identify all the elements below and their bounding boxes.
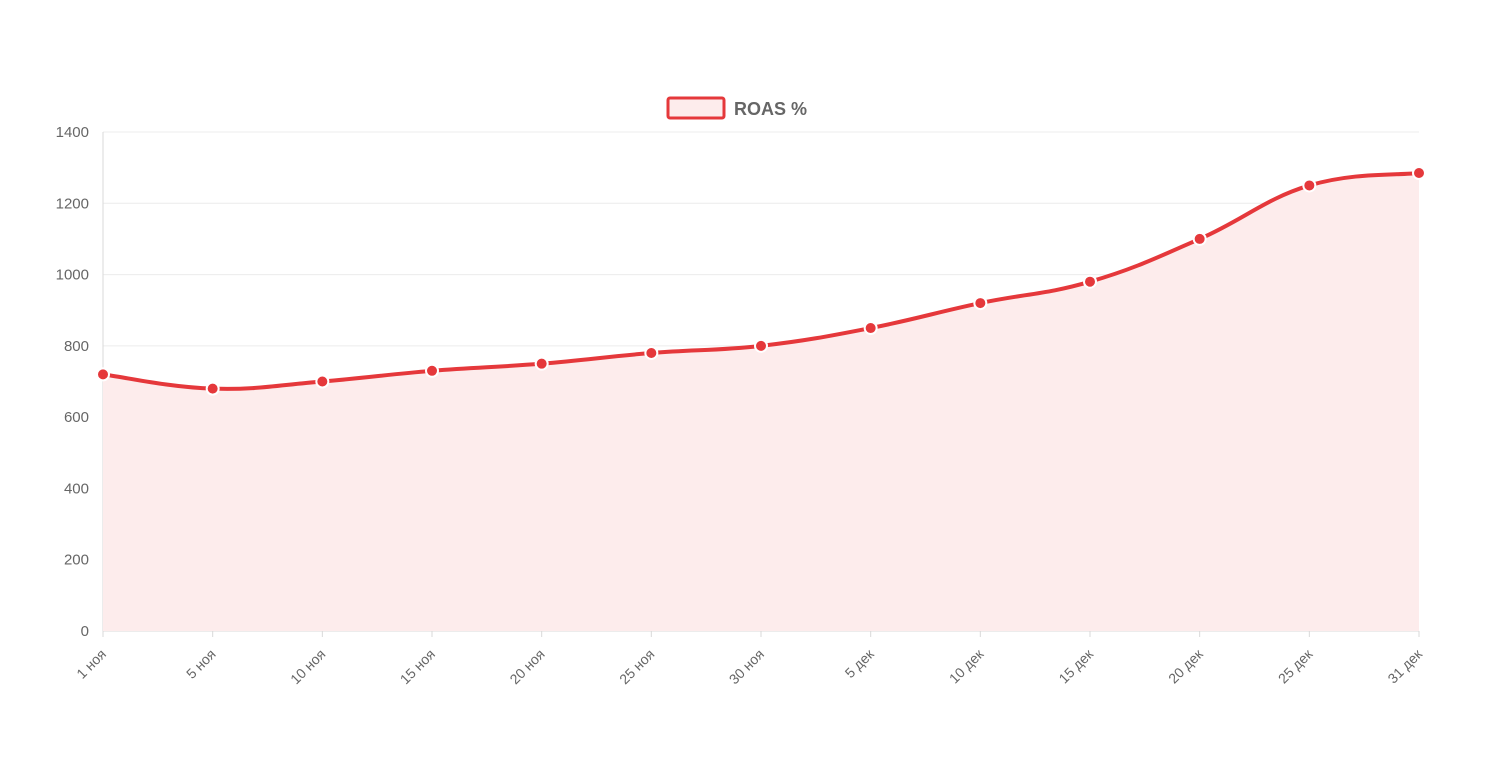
data-point-1[interactable] [205,381,220,396]
x-tick-label: 25 ноя [616,646,657,687]
x-tick-label: 5 ноя [183,646,219,682]
data-point-6[interactable] [754,338,768,353]
data-point-4[interactable] [534,356,549,371]
y-tick-label: 1400 [56,124,89,141]
legend-swatch[interactable] [666,96,726,120]
data-point-3[interactable] [425,363,439,378]
data-point-9[interactable] [1083,274,1097,289]
x-tick-label: 31 дек [1384,645,1425,686]
y-tick-label: 200 [64,552,89,569]
x-axis-ticks: 1 ноя 5 ноя 10 ноя 15 ноя 20 ноя 25 ноя 30 ноя… [73,631,1426,687]
x-tick-label: 15 дек [1055,645,1096,686]
x-tick-label: 30 ноя [726,646,767,687]
y-tick-label: 400 [64,480,89,497]
data-point-11[interactable] [1302,178,1317,193]
y-tick-label: 1200 [56,195,89,212]
data-point-2[interactable] [315,374,330,389]
y-tick-label: 600 [64,409,89,426]
chart-legend[interactable]: ROAS % [666,96,807,120]
y-tick-label: 0 [81,623,89,640]
y-axis-ticks: 0 200 400 600 800 1000 1200 1400 [56,124,89,640]
data-point-0[interactable] [96,367,110,382]
x-tick-label: 10 ноя [287,646,328,687]
x-tick-label: 20 дек [1165,645,1206,686]
legend-label-roas: ROAS % [734,99,807,119]
data-point-10[interactable] [1192,231,1207,246]
data-points [96,165,1426,396]
data-point-5[interactable] [644,345,659,360]
x-tick-label: 25 дек [1275,645,1316,686]
x-tick-label: 1 ноя [73,646,109,682]
x-tick-label: 20 ноя [506,646,547,687]
roas-area-fill [103,172,1419,631]
data-point-7[interactable] [863,321,878,336]
y-tick-label: 800 [64,338,89,355]
x-tick-label: 5 дек [842,645,878,681]
data-point-12[interactable] [1412,165,1426,180]
x-tick-label: 10 дек [946,645,987,686]
y-tick-label: 1000 [56,267,89,284]
data-point-8[interactable] [973,296,988,311]
x-tick-label: 15 ноя [397,646,438,687]
